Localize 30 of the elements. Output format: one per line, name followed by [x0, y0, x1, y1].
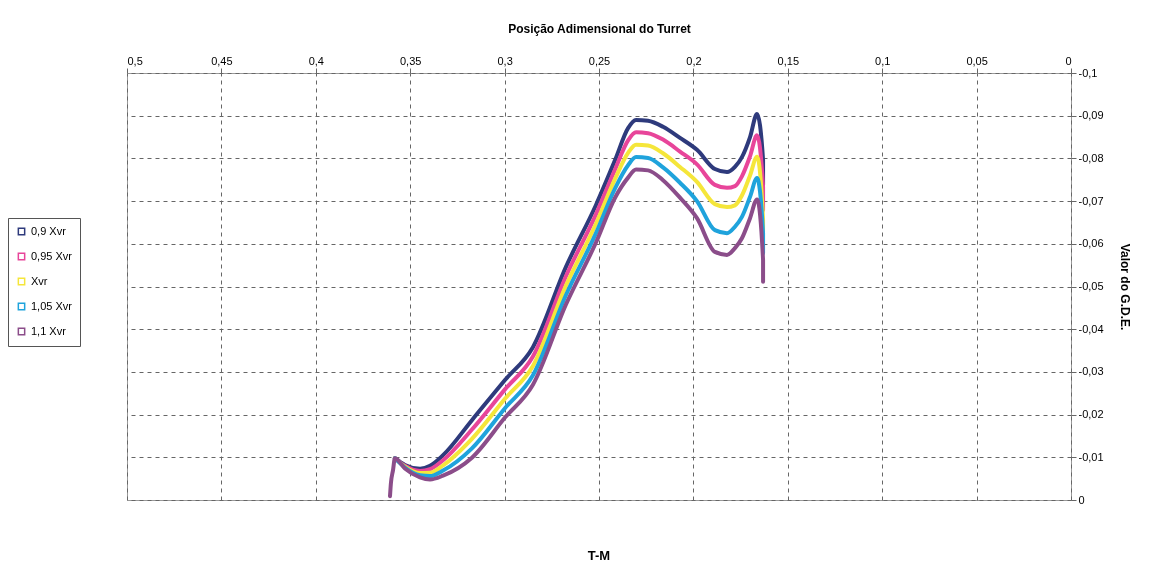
x-tick-label: 0,35	[399, 54, 422, 67]
x-tick-label: 0,05	[966, 54, 988, 67]
y-tick-label: -0,03	[1078, 365, 1104, 378]
y-tick-label: -0,09	[1078, 109, 1104, 122]
y-tick-label: -0,06	[1078, 237, 1104, 250]
x-tick-label: 0,5	[127, 54, 143, 67]
x-tick-label: 0,25	[588, 54, 611, 67]
y-tick-label: -0,1	[1078, 66, 1098, 79]
x-tick-label: 0,4	[308, 54, 324, 67]
y-tick-label: -0,07	[1078, 194, 1104, 207]
x-tick-label: 0,45	[211, 54, 233, 67]
y-axis-title: Valor do G.D.E.	[1117, 243, 1132, 331]
x-tick-label: 0,2	[686, 54, 702, 67]
y-tick-label: -0,08	[1078, 151, 1104, 164]
y-tick-label: -0,05	[1078, 280, 1104, 292]
legend-label: 1,1 Xvr	[31, 324, 67, 337]
x-tick-label: 0	[1065, 54, 1072, 67]
x-axis-title: Posição Adimensional do Turret	[508, 21, 691, 36]
legend-label: 0,9 Xvr	[31, 224, 67, 237]
legend-label: 0,95 Xvr	[31, 249, 73, 262]
y-tick-label: -0,02	[1078, 408, 1104, 421]
y-tick-label: -0,04	[1078, 322, 1104, 335]
x-tick-label: 0,15	[777, 54, 800, 67]
text: T-M	[587, 548, 611, 563]
y-tick-label: -0,01	[1078, 450, 1104, 463]
legend-label: 1,05 Xvr	[31, 299, 73, 312]
legend-label: Xvr	[31, 274, 48, 287]
x-tick-label: 0,3	[497, 54, 513, 67]
y-tick-label: 0	[1078, 493, 1085, 506]
x-tick-label: 0,1	[875, 54, 891, 67]
